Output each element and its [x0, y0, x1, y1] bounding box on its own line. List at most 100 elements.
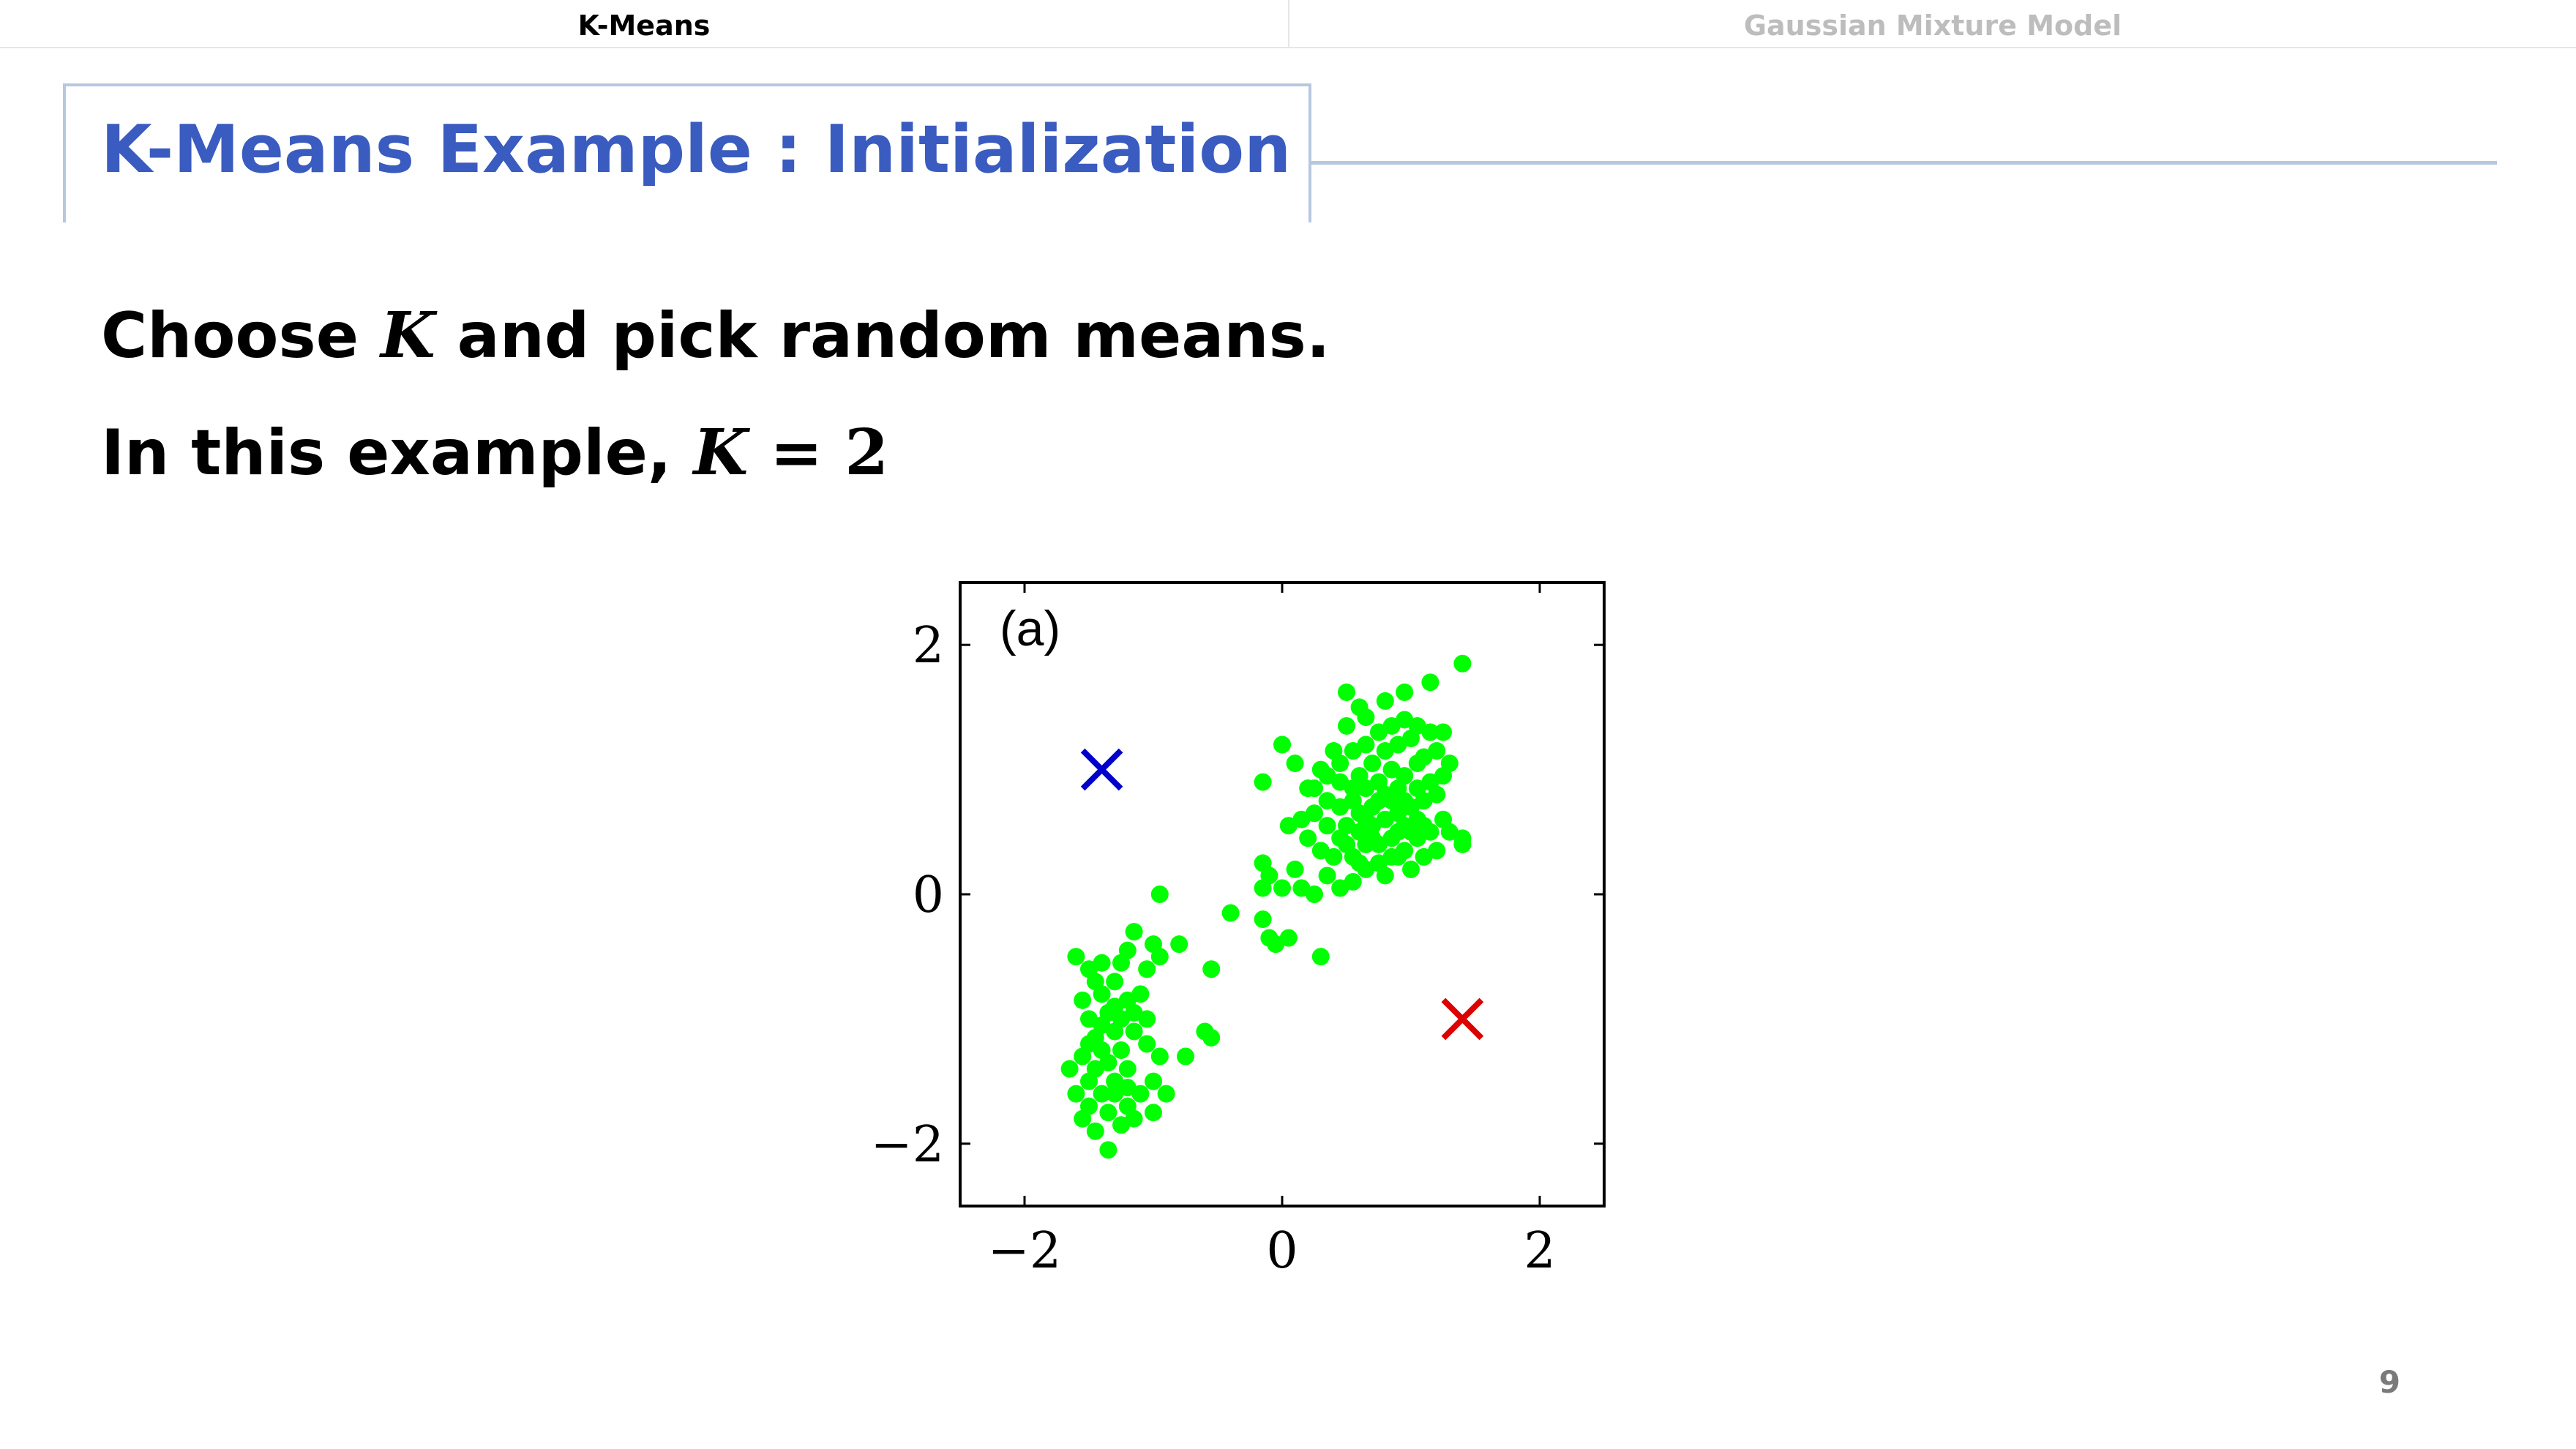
data-point [1292, 879, 1311, 897]
y-tick-label: 2 [913, 617, 944, 675]
data-point [1080, 1072, 1098, 1090]
data-point [1415, 817, 1433, 835]
data-point [1325, 847, 1343, 866]
data-point [1093, 1085, 1111, 1103]
data-point [1145, 1104, 1162, 1122]
data-point [1453, 835, 1472, 853]
data-point [1363, 829, 1382, 847]
data-point [1389, 735, 1407, 754]
data-point [1273, 735, 1291, 754]
data-point [1428, 842, 1446, 860]
bullet-example-k: In this example, K = 2 [101, 416, 888, 490]
bullet-text-suffix: and pick random means. [435, 299, 1330, 372]
data-point [1093, 954, 1111, 972]
data-point [1453, 654, 1472, 673]
scatter-chart: −2 0 2 −2 0 2 (a) [871, 581, 1606, 1280]
data-point [1331, 829, 1349, 847]
y-tick-label: −2 [871, 1116, 944, 1174]
data-point [1396, 792, 1414, 810]
data-point [1428, 742, 1446, 760]
data-point [1074, 1109, 1092, 1128]
data-point [1376, 692, 1394, 710]
data-point [1318, 817, 1336, 835]
top-navigation: K-Means Gaussian Mixture Model [0, 0, 2576, 48]
data-point [1434, 767, 1452, 785]
data-point [1311, 948, 1330, 966]
tab-gaussian-mixture-model[interactable]: Gaussian Mixture Model [1288, 0, 2576, 47]
data-point [1099, 1141, 1117, 1159]
mean-marker-stroke [1441, 997, 1484, 1041]
data-point [1131, 985, 1150, 1003]
data-point [1093, 985, 1111, 1003]
bullet-choose-k: Choose K and pick random means. [101, 299, 1330, 372]
data-point [1118, 1060, 1137, 1078]
data-point [1382, 760, 1401, 779]
title-frame-underline [1308, 161, 2497, 165]
data-point [1338, 683, 1355, 701]
bullet-text-prefix: In this example, [101, 416, 694, 490]
data-point [1350, 854, 1368, 872]
data-point [1118, 941, 1137, 959]
data-point [1389, 847, 1407, 866]
data-point [1112, 1041, 1130, 1059]
data-point [1177, 1047, 1194, 1066]
data-point [1267, 935, 1285, 954]
data-point [1150, 886, 1169, 903]
bullet-text-prefix: Choose [101, 299, 381, 372]
data-point [1086, 1122, 1104, 1140]
data-point [1060, 1060, 1079, 1078]
data-point [1299, 829, 1317, 847]
data-point [1311, 760, 1330, 779]
data-point [1170, 935, 1188, 954]
data-point [1421, 723, 1439, 741]
data-point [1125, 923, 1143, 941]
data-point [1106, 973, 1124, 991]
page-title: K-Means Example : Initialization [101, 111, 1292, 188]
data-point [1286, 755, 1304, 773]
data-point [1157, 1085, 1175, 1103]
math-k-value: = 2 [748, 416, 889, 490]
data-point [1254, 910, 1272, 929]
data-point [1074, 991, 1092, 1009]
data-point [1202, 1028, 1221, 1046]
tab-k-means[interactable]: K-Means [577, 10, 711, 42]
x-tick-label: −2 [988, 1222, 1061, 1280]
data-point [1273, 879, 1291, 897]
data-point [1402, 860, 1420, 878]
data-point [1145, 935, 1162, 954]
data-point [1125, 1022, 1143, 1041]
mean-marker-stroke [1080, 748, 1123, 791]
data-point [1202, 960, 1221, 978]
data-point [1357, 735, 1375, 754]
data-point [1318, 866, 1336, 885]
data-point [1344, 779, 1362, 798]
data-point [1279, 817, 1298, 835]
title-frame [63, 83, 1311, 222]
page-number: 9 [2378, 1364, 2400, 1400]
data-point [1074, 1047, 1092, 1066]
data-point [1376, 866, 1394, 885]
data-point [1306, 779, 1323, 798]
y-tick-label: 0 [913, 866, 944, 924]
data-point [1260, 866, 1278, 885]
data-point [1408, 755, 1426, 773]
data-point [1357, 708, 1375, 727]
data-point [1318, 792, 1336, 810]
x-tick-label: 0 [1266, 1222, 1298, 1280]
data-point [1150, 1047, 1169, 1066]
data-point [1254, 773, 1272, 791]
data-point [1408, 779, 1426, 798]
data-point [1376, 785, 1394, 804]
mean-marker [1441, 997, 1484, 1041]
math-k-equals: K = 2 [694, 416, 889, 490]
x-tick-label: 2 [1524, 1222, 1555, 1280]
data-point [1396, 683, 1414, 701]
math-k-var: K [693, 416, 749, 490]
data-point [1145, 1072, 1162, 1090]
data-point [1138, 960, 1156, 978]
data-point [1286, 860, 1304, 878]
data-point [1086, 1028, 1104, 1046]
data-point [1331, 879, 1349, 897]
data-point [1106, 1085, 1124, 1103]
data-point [1125, 1003, 1143, 1022]
